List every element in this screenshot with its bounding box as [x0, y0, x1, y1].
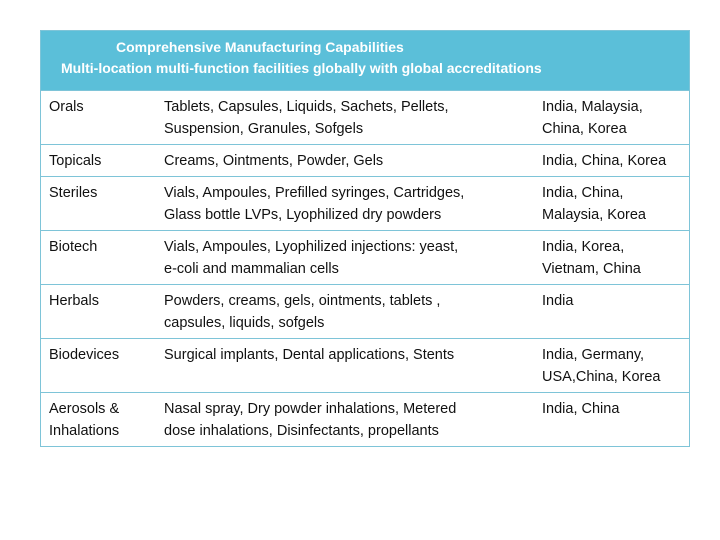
products-cell: Vials, Ampoules, Prefilled syringes, Car… — [164, 185, 465, 223]
locations-cell: India, China, Malaysia, Korea — [542, 185, 646, 223]
table-row-aerosols-inhalations: Aerosols & Inhalations Nasal spray, Dry … — [41, 392, 689, 446]
locations-cell: India, China — [542, 401, 620, 417]
products-cell: Nasal spray, Dry powder inhalations, Met… — [164, 401, 457, 439]
products-cell: Powders, creams, gels, ointments, tablet… — [164, 293, 441, 331]
category-cell: Steriles — [49, 185, 98, 201]
table-header: Comprehensive Manufacturing Capabilities… — [41, 31, 689, 90]
category-cell: Biotech — [49, 239, 98, 255]
table-row-biodevices: Biodevices Surgical implants, Dental app… — [41, 338, 689, 392]
products-cell: Creams, Ointments, Powder, Gels — [164, 153, 384, 169]
products-cell: Tablets, Capsules, Liquids, Sachets, Pel… — [164, 99, 449, 137]
category-cell: Biodevices — [49, 347, 120, 363]
category-cell: Topicals — [49, 153, 102, 169]
table-subtitle: Multi-location multi-function facilities… — [61, 60, 542, 76]
locations-cell: India, Germany, USA,China, Korea — [542, 347, 661, 385]
table-row-orals: Orals Tablets, Capsules, Liquids, Sachet… — [41, 90, 689, 144]
locations-cell: India, Malaysia, China, Korea — [542, 99, 643, 137]
table-row-biotech: Biotech Vials, Ampoules, Lyophilized inj… — [41, 230, 689, 284]
table-row-steriles: Steriles Vials, Ampoules, Prefilled syri… — [41, 176, 689, 230]
table-row-herbals: Herbals Powders, creams, gels, ointments… — [41, 284, 689, 338]
category-cell: Herbals — [49, 293, 99, 309]
locations-cell: India, China, Korea — [542, 153, 667, 169]
table-title: Comprehensive Manufacturing Capabilities — [116, 39, 404, 55]
capabilities-table: Comprehensive Manufacturing Capabilities… — [40, 30, 690, 447]
category-cell: Aerosols & Inhalations — [49, 401, 120, 439]
locations-cell: India — [542, 293, 574, 309]
products-cell: Surgical implants, Dental applications, … — [164, 347, 455, 363]
table-row-topicals: Topicals Creams, Ointments, Powder, Gels… — [41, 144, 689, 176]
locations-cell: India, Korea, Vietnam, China — [542, 239, 641, 277]
category-cell: Orals — [49, 99, 84, 115]
products-cell: Vials, Ampoules, Lyophilized injections:… — [164, 239, 459, 277]
